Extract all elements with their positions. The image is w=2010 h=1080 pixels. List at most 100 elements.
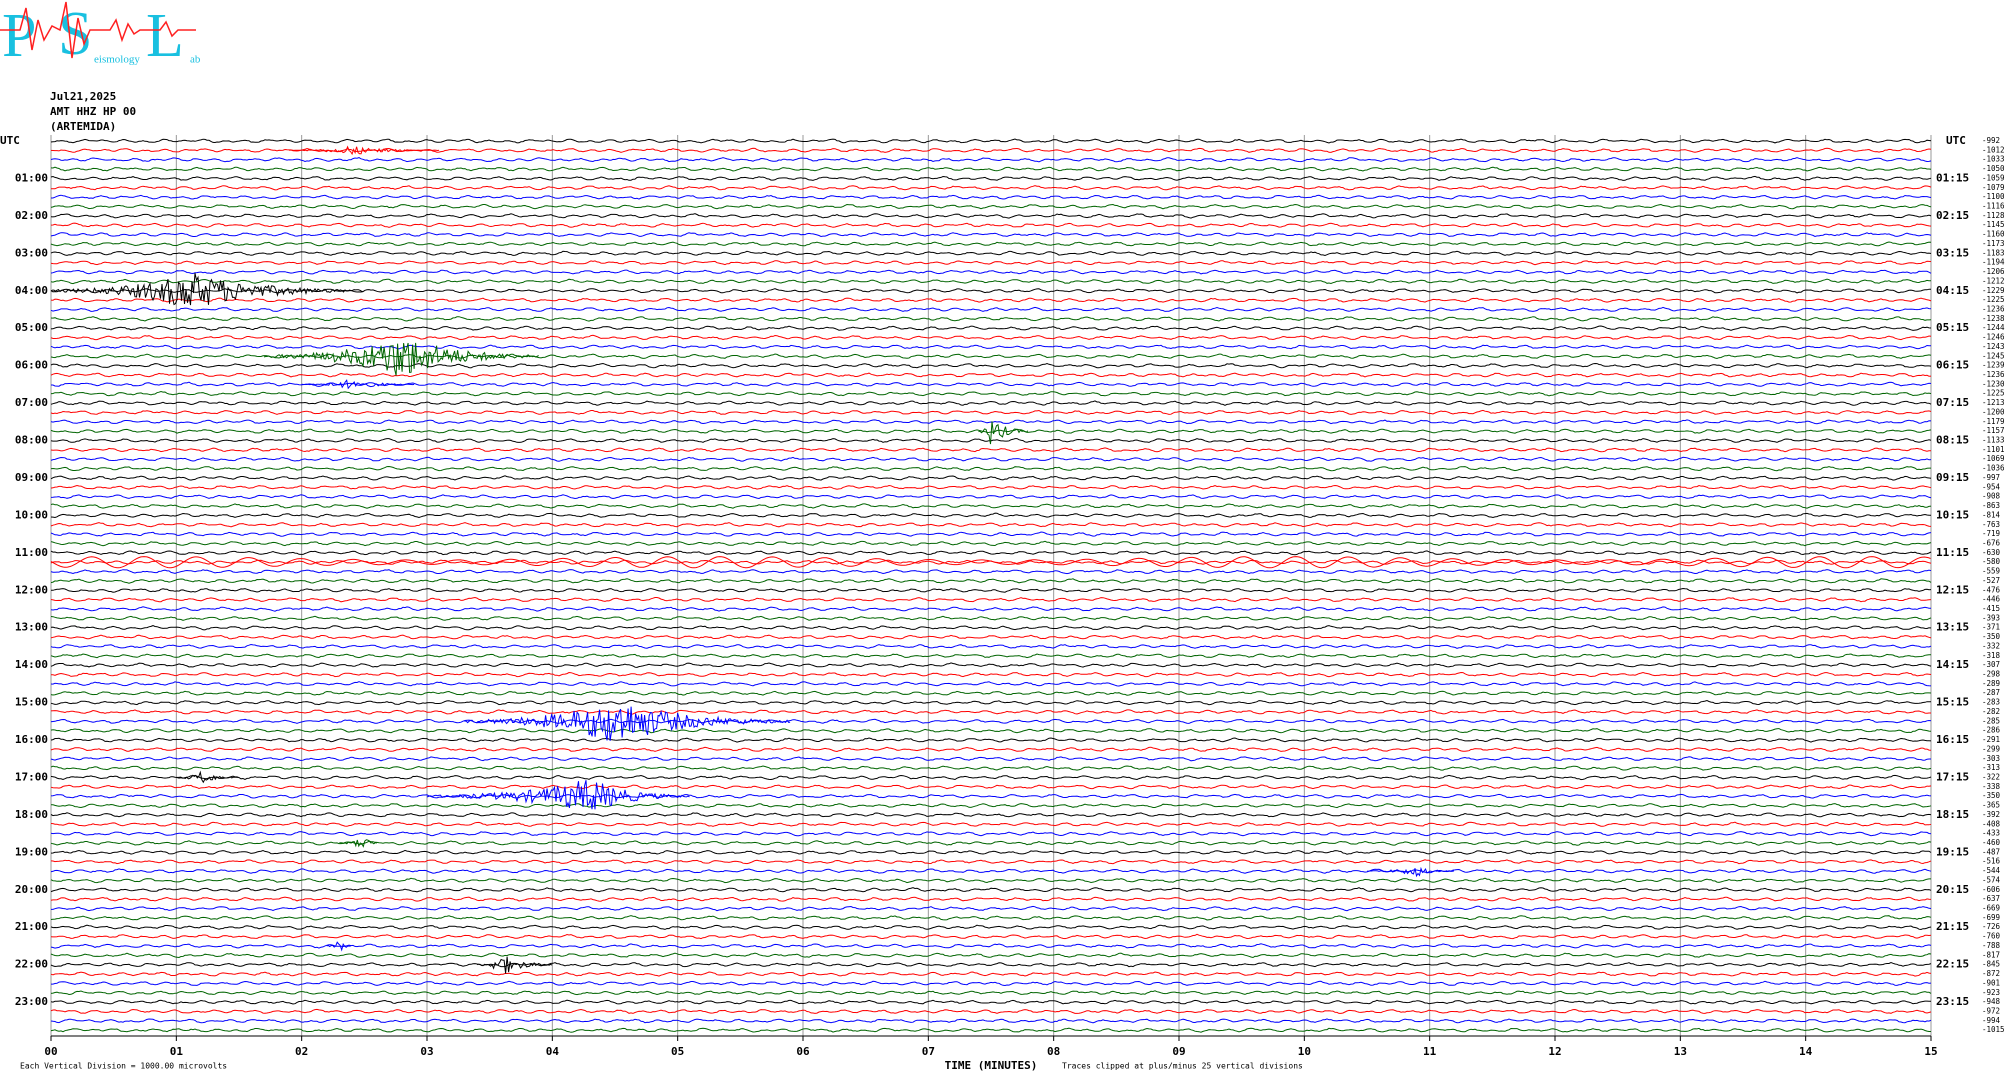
trace bbox=[50, 465, 1931, 472]
line-offset: -719 bbox=[1982, 529, 2000, 538]
line-offset: -415 bbox=[1982, 604, 2000, 613]
trace bbox=[50, 540, 1932, 547]
trace bbox=[50, 166, 1932, 172]
hour-label: 02:15 bbox=[1936, 209, 1969, 222]
trace bbox=[50, 306, 1932, 312]
hour-label: 08:15 bbox=[1936, 434, 1969, 447]
trace bbox=[50, 812, 1932, 818]
trace bbox=[50, 831, 1932, 837]
x-tick-label: 12 bbox=[1548, 1045, 1561, 1058]
trace bbox=[51, 194, 1932, 200]
line-offset: -350 bbox=[1982, 791, 2001, 800]
trace bbox=[50, 185, 1932, 191]
line-offset: -1079 bbox=[1982, 183, 2005, 192]
line-offset: -948 bbox=[1982, 997, 2001, 1006]
hour-label: 21:00 bbox=[15, 920, 48, 933]
line-offset: -307 bbox=[1982, 660, 2000, 669]
line-offset: -408 bbox=[1982, 819, 2001, 828]
line-offset: -760 bbox=[1982, 932, 2001, 941]
line-offset: -923 bbox=[1982, 988, 2000, 997]
trace bbox=[50, 803, 1932, 809]
trace bbox=[50, 1018, 1932, 1024]
line-offset: -1238 bbox=[1982, 314, 2005, 323]
trace bbox=[50, 728, 1932, 734]
line-offset: -1229 bbox=[1982, 286, 2005, 295]
line-offset: -460 bbox=[1982, 838, 2001, 847]
line-offset: -1236 bbox=[1982, 370, 2005, 379]
line-offset: -1179 bbox=[1982, 417, 2005, 426]
line-offset: -1213 bbox=[1982, 398, 2005, 407]
hour-label: 09:15 bbox=[1936, 471, 1969, 484]
trace bbox=[50, 288, 1932, 294]
line-offset: -291 bbox=[1982, 735, 2000, 744]
line-offset: -303 bbox=[1982, 754, 2000, 763]
trace bbox=[50, 147, 1932, 153]
hour-label: 15:00 bbox=[15, 696, 48, 709]
x-tick-label: 05 bbox=[671, 1045, 684, 1058]
event bbox=[176, 770, 238, 784]
hour-label: 01:00 bbox=[15, 171, 48, 184]
line-offset: -994 bbox=[1982, 1016, 2001, 1025]
hour-label: 13:00 bbox=[15, 621, 48, 634]
line-offset: -1145 bbox=[1982, 220, 2005, 229]
trace bbox=[50, 362, 1932, 369]
x-tick-label: 00 bbox=[44, 1045, 57, 1058]
event bbox=[464, 706, 791, 741]
hour-label: 02:00 bbox=[15, 209, 48, 222]
trace bbox=[50, 999, 1932, 1005]
trace bbox=[50, 568, 1932, 575]
trace bbox=[50, 737, 1932, 743]
trace bbox=[50, 260, 1932, 266]
line-offset: -1194 bbox=[1982, 258, 2005, 267]
line-offset: -676 bbox=[1982, 538, 2001, 547]
line-offset: -1183 bbox=[1982, 248, 2005, 257]
hour-label: 18:15 bbox=[1936, 808, 1969, 821]
trace bbox=[50, 334, 1932, 341]
line-offset: -637 bbox=[1982, 894, 2000, 903]
line-offset: -699 bbox=[1982, 913, 2000, 922]
hour-label: 12:15 bbox=[1936, 583, 1969, 596]
hour-label: 17:15 bbox=[1936, 770, 1969, 783]
trace bbox=[50, 409, 1932, 415]
trace bbox=[50, 278, 1931, 285]
line-offset: -669 bbox=[1982, 904, 2000, 913]
hour-label: 03:00 bbox=[15, 246, 48, 259]
line-offset: -286 bbox=[1982, 726, 2001, 735]
trace bbox=[50, 372, 1932, 378]
hour-label: 12:00 bbox=[15, 583, 48, 596]
trace bbox=[51, 980, 1932, 987]
line-offset: -283 bbox=[1982, 698, 2000, 707]
trace bbox=[50, 821, 1932, 827]
line-offset: -1236 bbox=[1982, 304, 2005, 313]
hour-label: 03:15 bbox=[1936, 246, 1969, 259]
trace bbox=[50, 859, 1932, 865]
line-offset: -817 bbox=[1982, 950, 2000, 959]
line-offset: -1059 bbox=[1982, 173, 2005, 182]
x-tick-label: 09 bbox=[1172, 1045, 1185, 1058]
line-offset: -559 bbox=[1982, 567, 2000, 576]
line-offset: -371 bbox=[1982, 623, 2000, 632]
line-offset: -1239 bbox=[1982, 361, 2005, 370]
hour-label: 05:00 bbox=[15, 321, 48, 334]
trace bbox=[50, 896, 1932, 902]
line-offset: -487 bbox=[1982, 847, 2000, 856]
line-offset: -1069 bbox=[1982, 454, 2005, 463]
line-offset: -872 bbox=[1982, 969, 2000, 978]
trace bbox=[50, 756, 1931, 762]
trace bbox=[50, 933, 1932, 940]
logo-letter: L bbox=[146, 2, 184, 70]
line-offset: -393 bbox=[1982, 613, 2000, 622]
trace bbox=[50, 915, 1932, 921]
line-offset: -298 bbox=[1982, 670, 2001, 679]
trace bbox=[50, 606, 1931, 612]
x-tick-label: 02 bbox=[295, 1045, 308, 1058]
trace bbox=[50, 269, 1932, 275]
event bbox=[289, 145, 440, 156]
line-offset: -433 bbox=[1982, 829, 2000, 838]
line-offset: -574 bbox=[1982, 875, 2001, 884]
line-offset: -476 bbox=[1982, 585, 2001, 594]
line-offset: -1101 bbox=[1982, 445, 2005, 454]
trace bbox=[50, 250, 1932, 257]
line-offset: -365 bbox=[1982, 801, 2000, 810]
event bbox=[1366, 866, 1455, 878]
